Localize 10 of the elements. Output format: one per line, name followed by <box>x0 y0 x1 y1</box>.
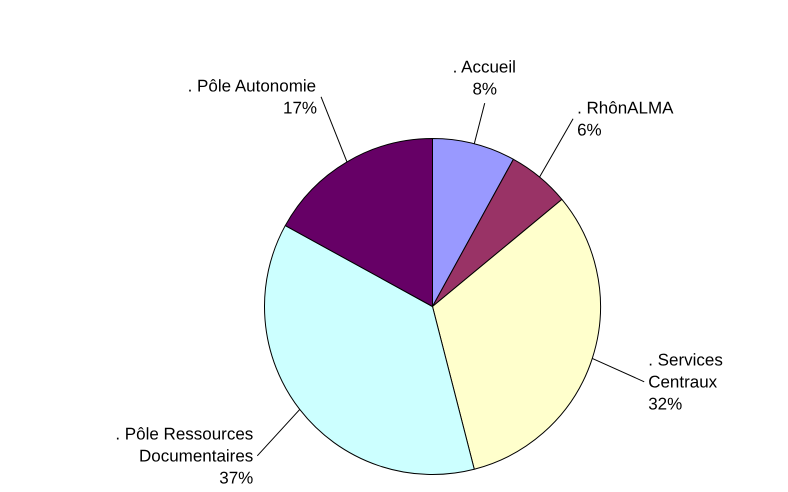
data-label: 8% <box>472 80 498 99</box>
data-label: 17% <box>283 98 318 118</box>
slice-label: . Services Centraux <box>648 350 723 392</box>
data-label: 37% <box>219 468 254 488</box>
slice-label: . Pôle Autonomie <box>188 76 316 96</box>
slice-label: . Accueil <box>452 58 516 77</box>
data-label: 32% <box>648 394 682 414</box>
slice-label: . RhônALMA <box>577 98 674 118</box>
slice-label: . Pôle Ressources Documentaires <box>115 424 254 466</box>
data-label: 6% <box>577 120 602 140</box>
